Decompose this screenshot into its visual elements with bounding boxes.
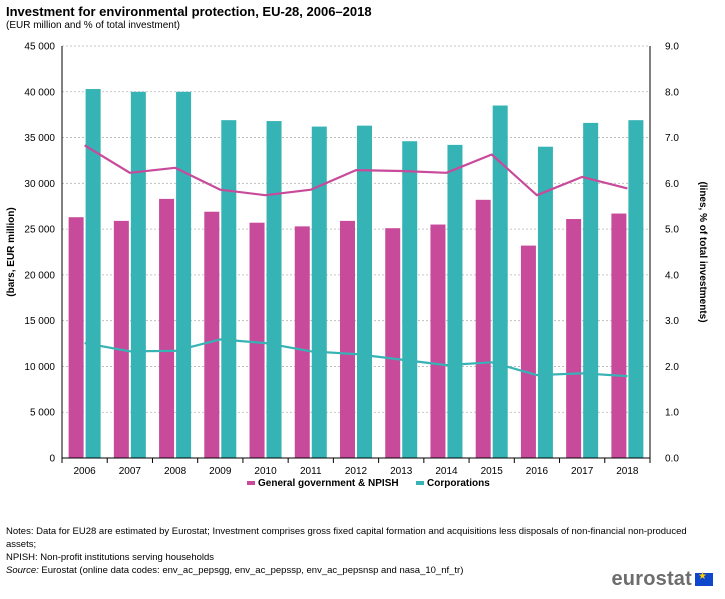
source-text: Eurostat (online data codes: env_ac_peps… [38,565,464,576]
bar-corporations [357,125,372,459]
bar-government [249,222,265,458]
y-right-axis-title: (lines, % of total investments) [697,181,708,322]
x-tick-label: 2017 [571,466,594,477]
x-tick-label: 2018 [616,466,639,477]
bar-government [430,224,446,458]
legend-swatch-government [247,481,255,485]
legend-swatch-corporations [416,481,424,485]
eurostat-logo: eurostat [611,568,713,591]
source-line: Source: Eurostat (online data codes: env… [6,564,718,577]
y-right-tick-label: 6.0 [665,179,679,190]
bar-government [520,245,536,458]
bar-corporations [447,144,463,458]
y-right-tick-label: 3.0 [665,316,679,327]
y-right-tick-label: 2.0 [665,362,679,373]
y-left-tick-label: 15 000 [24,316,55,327]
bar-government [113,220,129,458]
x-tick-label: 2009 [209,466,232,477]
source-label: Source: [6,565,39,576]
bar-corporations [583,122,599,458]
bar-corporations [492,105,508,458]
chart-subtitle: (EUR million and % of total investment) [6,20,180,31]
y-left-tick-label: 10 000 [24,362,55,373]
bar-corporations [537,146,553,458]
bar-government [385,228,401,458]
x-tick-label: 2011 [300,466,322,477]
bar-corporations [266,121,282,458]
y-left-tick-label: 30 000 [24,179,55,190]
chart-area: 0 0.0 5 000 1.0 10 000 2.0 15 000 3.0 20 000 4.0 2… [6,42,708,490]
notes-line-2: NPISH: Non-profit institutions serving h… [6,552,215,563]
y-left-tick-label: 45 000 [24,42,55,53]
logo-text: eurostat [611,568,692,590]
y-right-tick-label: 9.0 [665,42,679,53]
x-tick-label: 2015 [481,466,504,477]
bar-corporations [176,91,192,459]
x-tick-label: 2012 [345,466,368,477]
bar-government [159,198,175,459]
bar-government [475,199,491,458]
legend-label-corporations: Corporations [427,478,490,489]
y-left-tick-label: 20 000 [24,270,55,281]
bar-corporations [130,91,146,459]
eu-flag-icon [695,571,713,586]
bar-government [611,213,627,458]
chart-title: Investment for environmental protection,… [6,4,372,19]
bar-corporations [85,89,101,458]
x-tick-label: 2007 [119,466,142,477]
y-left-tick-label: 0 [49,454,55,465]
x-tick-label: 2008 [164,466,187,477]
x-tick-label: 2016 [526,466,549,477]
bar-government [340,220,355,458]
y-left-tick-label: 5 000 [30,408,55,419]
y-right-tick-label: 7.0 [665,133,679,144]
legend-label-government: General government & NPISH [258,478,399,489]
bar-government [294,226,310,458]
bar-government [204,211,220,458]
y-left-tick-label: 40 000 [24,87,55,98]
bar-corporations [402,141,418,458]
notes-line-1: Notes: Data for EU28 are estimated by Eu… [6,526,687,550]
notes-block: Notes: Data for EU28 are estimated by Eu… [6,525,718,577]
line-government [84,144,628,197]
bar-corporations [221,120,237,458]
x-tick-label: 2006 [73,466,96,477]
y-right-tick-label: 8.0 [665,87,679,98]
bar-corporations [311,126,327,459]
x-tick-label: 2013 [390,466,413,477]
bar-government [68,217,84,458]
y-right-tick-label: 5.0 [665,225,679,236]
x-tick-label: 2014 [435,466,458,477]
y-left-tick-label: 35 000 [24,133,55,144]
bar-corporations [628,120,644,458]
y-left-tick-label: 25 000 [24,225,55,236]
bar-government [566,219,582,458]
y-right-tick-label: 0.0 [665,454,679,465]
line-corporations [84,338,628,378]
x-tick-label: 2010 [254,466,277,477]
y-left-axis-title: (bars, EUR million) [6,207,17,296]
y-right-tick-label: 4.0 [665,270,679,281]
y-right-tick-label: 1.0 [665,408,679,419]
